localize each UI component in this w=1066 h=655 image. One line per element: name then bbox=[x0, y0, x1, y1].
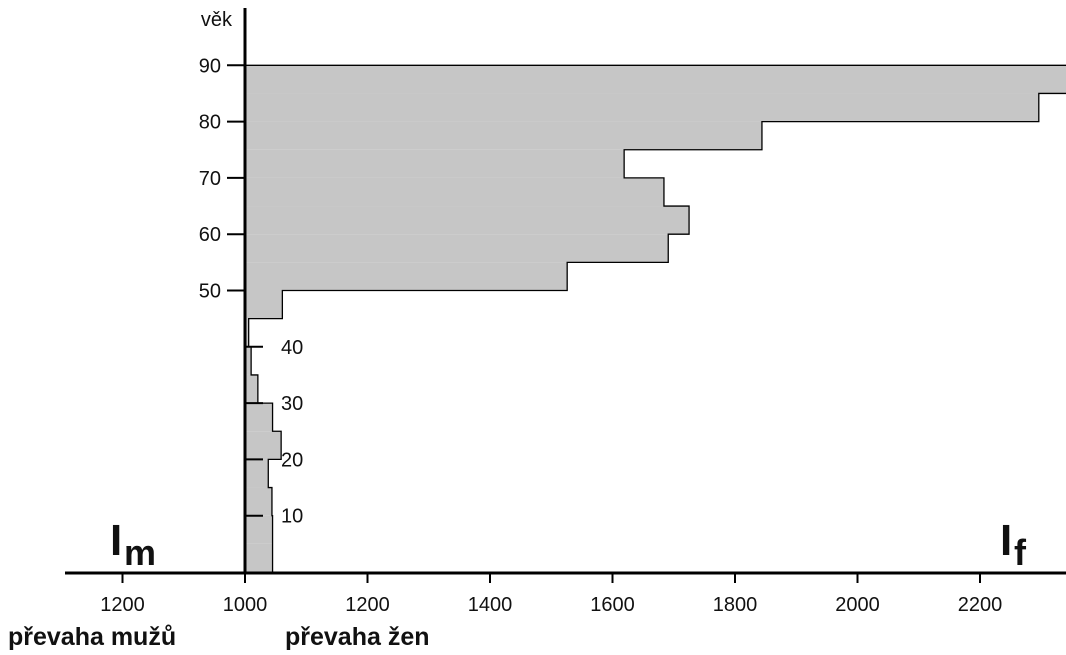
bar-20-25 bbox=[245, 431, 282, 460]
bars-group bbox=[245, 64, 1066, 572]
labels-group: 1200 1000 1200 1400 1600 1800 2000 2200 90 80 70 60… bbox=[8, 9, 1027, 651]
female-index-label-main: I bbox=[1000, 516, 1012, 565]
bar-50-55 bbox=[245, 262, 568, 291]
female-majority-caption: převaha žen bbox=[285, 623, 430, 651]
bar-15-20 bbox=[245, 459, 269, 488]
bar-0-5 bbox=[245, 543, 273, 572]
y-tick-label-40: 40 bbox=[281, 337, 303, 359]
bar-35-40 bbox=[245, 346, 252, 375]
bar-60-65 bbox=[245, 206, 690, 235]
bar-10-15 bbox=[245, 487, 272, 516]
male-majority-caption: převaha mužů bbox=[8, 623, 176, 651]
y-tick-label-20: 20 bbox=[281, 449, 303, 471]
x-tick-label-7: 2200 bbox=[958, 594, 1003, 616]
bar-25-30 bbox=[245, 403, 273, 432]
bar-30-35 bbox=[245, 374, 258, 404]
bar-65-70 bbox=[245, 177, 664, 207]
y-tick-label-70: 70 bbox=[199, 168, 221, 190]
bar-55-60 bbox=[245, 234, 669, 263]
y-tick-label-80: 80 bbox=[199, 112, 221, 134]
bar-outline bbox=[245, 64, 1066, 572]
male-index-label-sub: m bbox=[124, 532, 156, 573]
x-tick-label-2: 1200 bbox=[345, 594, 390, 616]
x-tick-label-4: 1600 bbox=[590, 594, 635, 616]
y-tick-label-90: 90 bbox=[199, 55, 221, 77]
male-index-label-main: I bbox=[110, 516, 122, 565]
y-tick-label-30: 30 bbox=[281, 393, 303, 415]
bar-75-80 bbox=[245, 121, 762, 150]
y-tick-label-60: 60 bbox=[199, 224, 221, 246]
bar-70-75 bbox=[245, 149, 625, 178]
y-tick-label-10: 10 bbox=[281, 506, 303, 528]
x-tick-label-3: 1400 bbox=[468, 594, 513, 616]
x-tick-label-5: 1800 bbox=[713, 594, 758, 616]
x-tick-label-0: 1200 bbox=[100, 594, 145, 616]
bar-5-10 bbox=[245, 515, 273, 544]
female-index-label-sub: f bbox=[1014, 532, 1027, 573]
ticks-group bbox=[121, 64, 981, 583]
x-tick-label-1: 1000 bbox=[223, 594, 268, 616]
y-axis-label: věk bbox=[201, 9, 233, 31]
bar-85-90 bbox=[245, 65, 1066, 94]
bar-40-45 bbox=[245, 318, 249, 347]
x-tick-label-6: 2000 bbox=[835, 594, 880, 616]
y-tick-label-50: 50 bbox=[199, 281, 221, 303]
bar-80-85 bbox=[245, 93, 1039, 122]
bar-45-50 bbox=[245, 290, 283, 319]
